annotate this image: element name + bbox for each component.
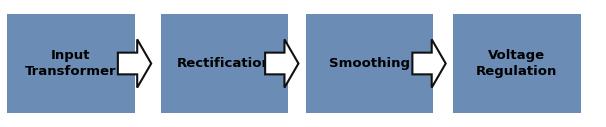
Text: Rectification: Rectification xyxy=(177,57,271,70)
Bar xyxy=(7,14,135,113)
Text: Smoothing: Smoothing xyxy=(329,57,410,70)
Text: Voltage
Regulation: Voltage Regulation xyxy=(476,49,558,78)
Text: Input
Transformer: Input Transformer xyxy=(25,49,117,78)
Polygon shape xyxy=(265,39,298,88)
Polygon shape xyxy=(118,39,152,88)
Bar xyxy=(161,14,288,113)
Bar xyxy=(453,14,581,113)
Polygon shape xyxy=(412,39,446,88)
Bar xyxy=(306,14,433,113)
